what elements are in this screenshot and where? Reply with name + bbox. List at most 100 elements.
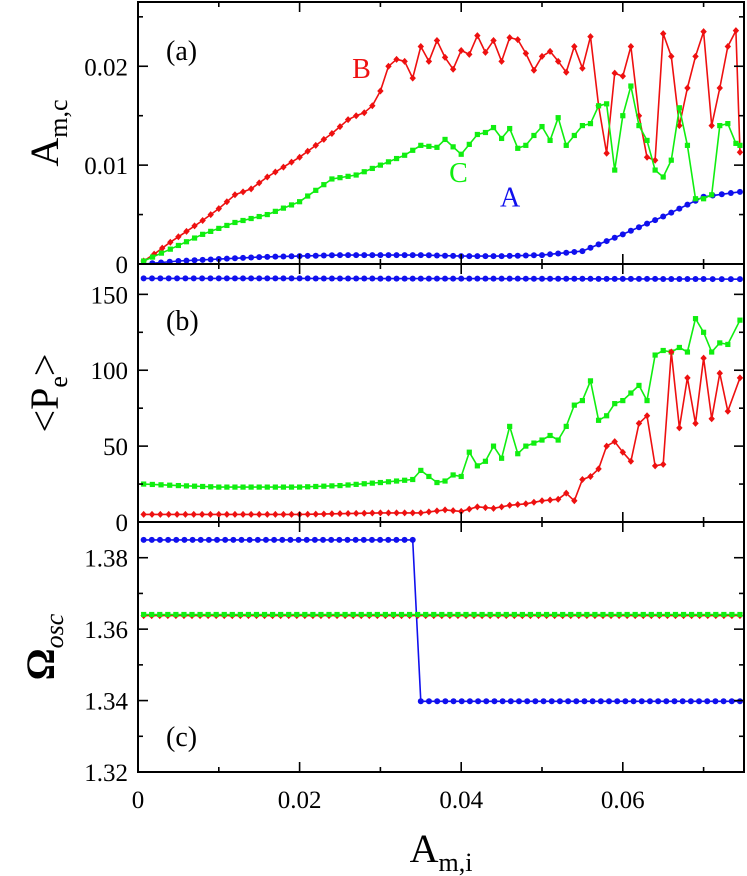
- data-point: [466, 505, 473, 513]
- data-point: [361, 109, 368, 117]
- data-point: [312, 252, 319, 259]
- data-point: [431, 611, 437, 618]
- data-point: [361, 509, 368, 517]
- data-point: [159, 244, 166, 252]
- data-point: [207, 275, 214, 282]
- data-point: [450, 144, 456, 150]
- data-point: [611, 69, 618, 77]
- data-point: [554, 495, 562, 503]
- data-point: [708, 122, 715, 130]
- data-point: [439, 611, 445, 618]
- data-point: [616, 611, 622, 618]
- data-point: [360, 536, 367, 543]
- data-point: [679, 698, 686, 705]
- data-point: [377, 87, 384, 95]
- data-point: [401, 509, 408, 517]
- data-point: [543, 611, 550, 618]
- data-point: [540, 698, 547, 705]
- data-point: [353, 172, 359, 178]
- data-point: [288, 510, 295, 518]
- data-point: [487, 611, 493, 618]
- data-point: [635, 419, 643, 427]
- data-point: [329, 483, 335, 489]
- panel-a-series-c-points: [141, 83, 743, 264]
- data-point: [604, 101, 610, 107]
- data-point: [318, 611, 324, 618]
- y-tick-label: 50: [103, 434, 128, 461]
- data-point: [140, 275, 147, 282]
- data-point: [288, 202, 295, 208]
- data-point: [506, 501, 513, 509]
- data-point: [689, 611, 695, 618]
- data-point: [337, 175, 343, 181]
- data-point: [377, 509, 384, 517]
- data-point: [222, 536, 229, 543]
- data-point: [406, 611, 413, 618]
- y-tick-label: 0: [116, 252, 129, 279]
- data-point: [198, 510, 206, 518]
- data-point: [141, 258, 147, 264]
- panel-b-series-b-points: [140, 348, 744, 518]
- data-point: [272, 510, 279, 518]
- data-point: [538, 52, 546, 60]
- data-point: [458, 473, 464, 480]
- data-point: [482, 275, 489, 282]
- data-point: [458, 46, 465, 54]
- panel-c-x-ticks: [137, 522, 705, 772]
- data-point: [303, 536, 310, 543]
- data-point: [320, 252, 327, 259]
- data-point: [207, 256, 214, 263]
- data-point: [280, 163, 287, 171]
- data-point: [490, 443, 497, 449]
- data-point: [498, 57, 505, 65]
- data-point: [619, 72, 626, 80]
- data-point: [167, 238, 174, 246]
- y-tick-label: 0: [116, 510, 129, 537]
- data-point: [442, 252, 449, 259]
- data-point: [191, 235, 198, 241]
- data-point: [717, 340, 723, 346]
- data-point: [660, 460, 667, 468]
- data-point: [215, 275, 222, 282]
- data-point: [606, 698, 613, 705]
- data-point: [527, 611, 534, 618]
- data-point: [555, 115, 561, 121]
- data-point: [410, 476, 416, 483]
- data-point: [256, 213, 262, 220]
- data-point: [581, 698, 588, 705]
- data-point: [635, 275, 642, 282]
- data-point: [434, 698, 441, 705]
- data-point: [167, 246, 173, 252]
- data-point: [224, 484, 230, 490]
- data-point: [507, 423, 513, 429]
- data-point: [208, 228, 214, 234]
- data-point: [530, 252, 537, 259]
- data-point: [499, 698, 506, 705]
- data-point: [248, 254, 255, 261]
- x-axis-label-main: A: [410, 826, 439, 871]
- data-point: [304, 275, 311, 282]
- data-point: [223, 510, 231, 518]
- panel-c-tag: (c): [166, 722, 197, 753]
- data-point: [286, 611, 292, 618]
- panel-c-series-c-points: [141, 611, 743, 618]
- data-point: [652, 275, 659, 282]
- data-point: [311, 536, 318, 543]
- data-point: [418, 142, 424, 148]
- data-point: [466, 275, 473, 282]
- data-point: [571, 248, 578, 255]
- data-point: [261, 611, 268, 618]
- data-point: [304, 252, 311, 259]
- data-point: [595, 417, 602, 423]
- data-point: [684, 374, 691, 382]
- data-point: [390, 611, 397, 618]
- data-point: [611, 275, 618, 282]
- data-point: [729, 611, 735, 618]
- data-point: [563, 489, 570, 497]
- data-point: [262, 536, 269, 543]
- data-point: [393, 478, 400, 484]
- data-point: [240, 254, 247, 261]
- data-point: [229, 611, 235, 618]
- data-point: [592, 611, 598, 618]
- data-point: [417, 275, 424, 282]
